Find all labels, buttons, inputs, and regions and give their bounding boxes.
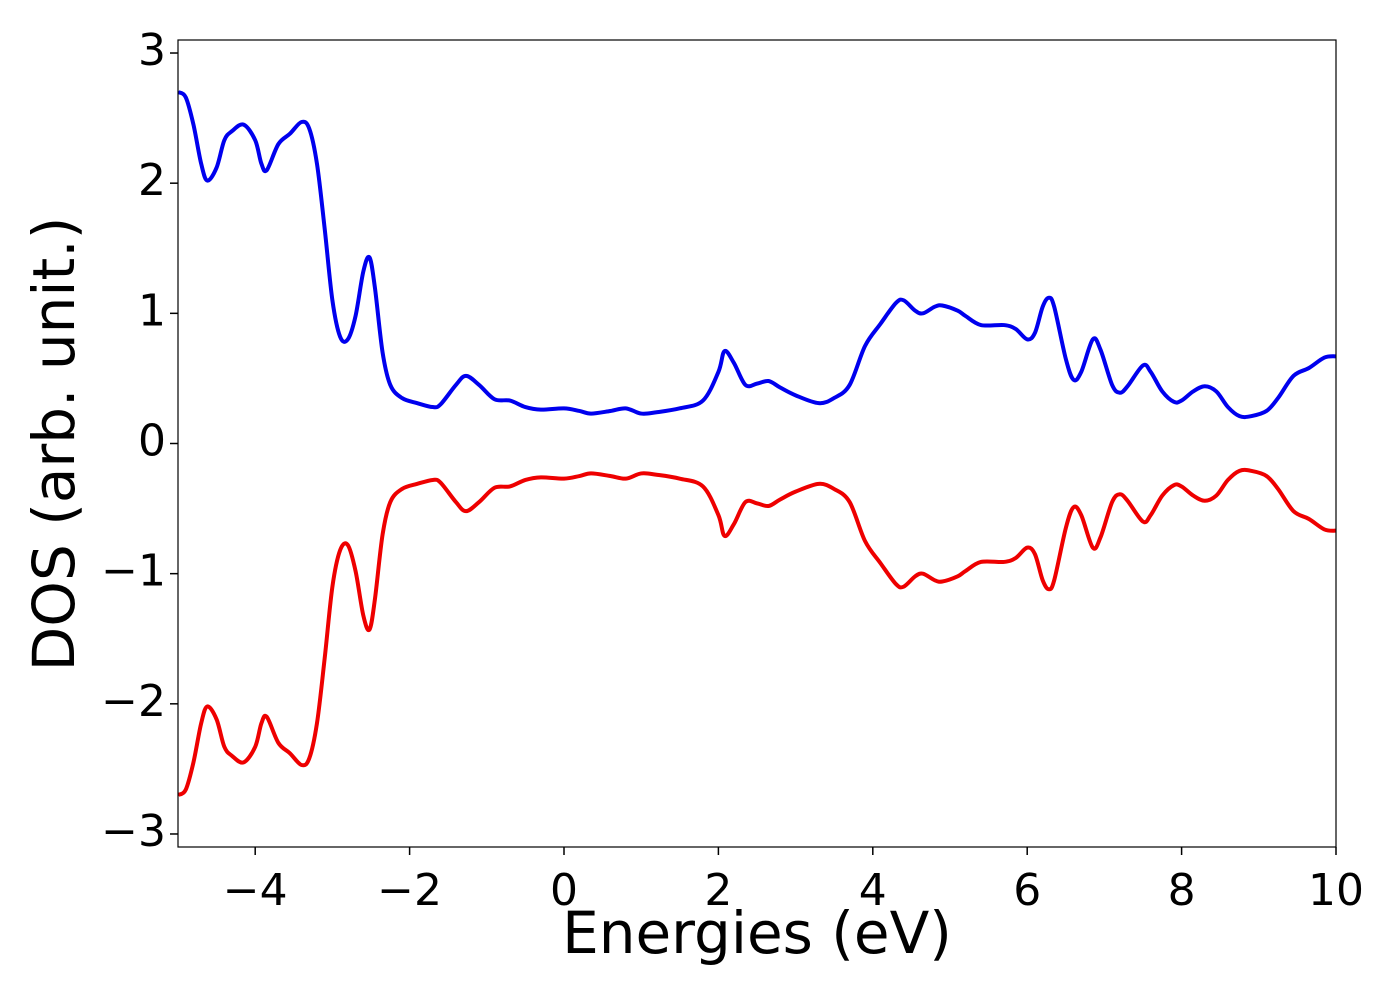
y-tick-label: 1 (138, 285, 166, 336)
x-tick-label: 10 (1308, 865, 1364, 916)
x-tick-label: 8 (1168, 865, 1196, 916)
y-tick-label: 3 (138, 25, 166, 76)
y-tick-label: −3 (101, 806, 166, 857)
x-tick-label: −2 (377, 865, 442, 916)
x-axis-label: Energies (eV) (562, 899, 952, 967)
y-tick-label: 0 (138, 416, 166, 467)
y-axis-label: DOS (arb. unit.) (20, 217, 88, 672)
line-series (178, 90, 1336, 420)
plot-frame (177, 39, 1337, 848)
y-tick-label: 2 (138, 155, 166, 206)
x-tick-label: −4 (223, 865, 288, 916)
x-tick-label: 2 (704, 865, 732, 916)
y-tick-label: −2 (101, 676, 166, 727)
y-tick-label: −1 (101, 546, 166, 597)
x-tick-label: 4 (859, 865, 887, 916)
x-tick-label: 6 (1013, 865, 1041, 916)
line-series (178, 467, 1336, 797)
x-tick-label: 0 (550, 865, 578, 916)
